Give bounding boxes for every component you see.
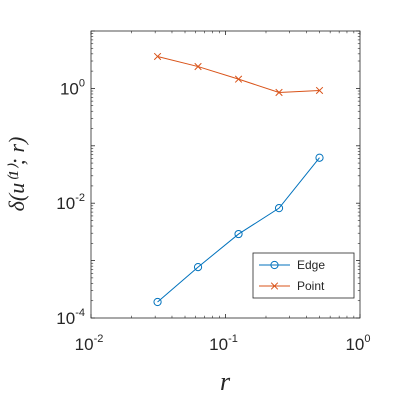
y-tick-label: 10-2 (56, 192, 85, 213)
legend-marker (270, 282, 279, 290)
tick-labels: 10-2 10-1 100 10-4 10-2 100 (56, 77, 370, 354)
data-point (315, 86, 324, 95)
legend-marker (270, 260, 279, 270)
legend-item-point: Point (259, 279, 325, 293)
data-point (194, 62, 202, 71)
x-tick-label: 100 (345, 333, 370, 354)
legend-item-edge: Edge (259, 258, 325, 272)
legend-box (252, 252, 355, 299)
data-point (153, 297, 162, 307)
data-point (275, 88, 283, 97)
x-tick-label: 10-1 (209, 333, 238, 354)
data-point (234, 75, 243, 83)
axis-ticks (90, 30, 361, 319)
data-point (153, 52, 162, 61)
legend-label: Edge (297, 258, 325, 272)
x-tick-label: 10-2 (75, 333, 104, 354)
x-axis-label: r (220, 367, 231, 396)
data-point (315, 153, 324, 162)
data-point (193, 263, 203, 272)
series-line (157, 157, 320, 303)
y-tick-label: 10-4 (56, 307, 85, 328)
data-point (234, 229, 243, 239)
legend: Edge Point (252, 252, 355, 299)
y-tick-label: 100 (60, 77, 85, 98)
data-point (274, 204, 284, 213)
y-axis-label: δ(u⁽¹⁾; r) (4, 137, 29, 212)
legend-label: Point (297, 279, 325, 293)
series-point (153, 52, 324, 97)
series-layer (153, 52, 324, 307)
series-edge (153, 153, 324, 307)
